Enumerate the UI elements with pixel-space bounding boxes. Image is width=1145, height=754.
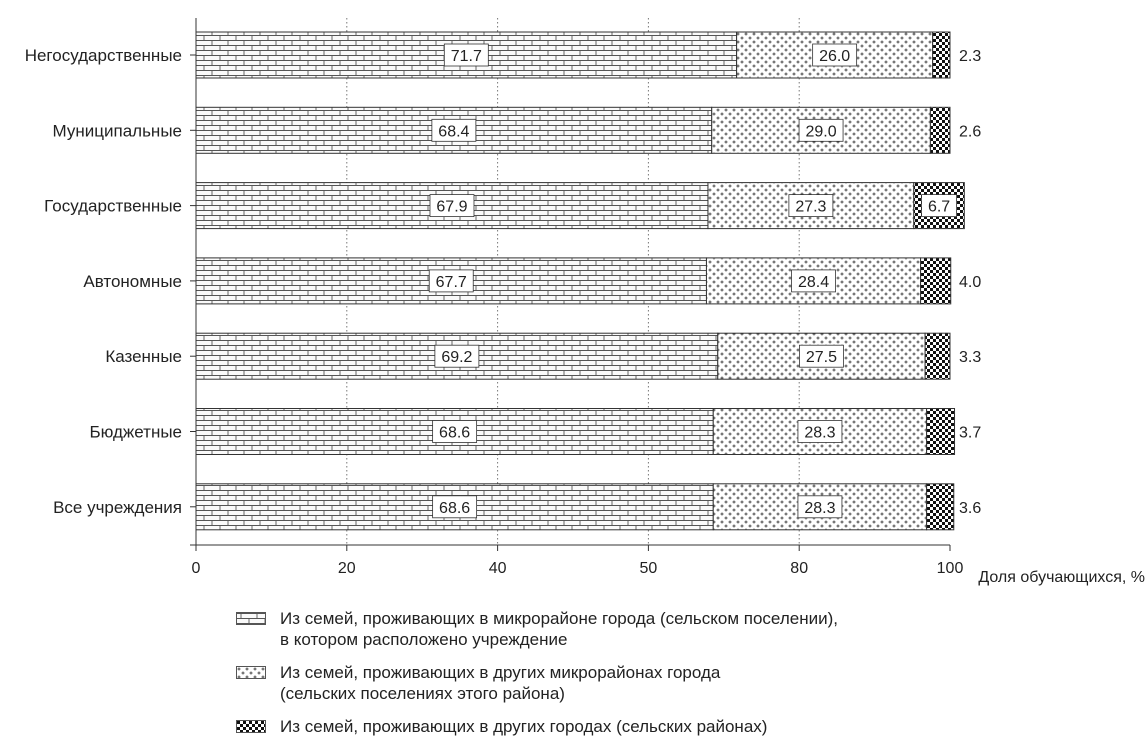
data-label: 68.4 <box>438 123 469 140</box>
legend-label-line: Из семей, проживающих в других микрорайо… <box>280 663 721 682</box>
legend-swatch-brick <box>236 612 266 625</box>
category-label: Все учреждения <box>53 498 182 517</box>
bar-segment <box>920 257 952 305</box>
category-label: Казенные <box>105 347 182 366</box>
data-label-box <box>429 194 475 218</box>
legend-swatch-checker <box>236 720 266 733</box>
data-label-box <box>797 495 843 519</box>
data-label-box <box>428 269 474 293</box>
data-label-box <box>443 43 489 67</box>
x-tick-label: 100 <box>937 560 964 577</box>
data-label: 28.3 <box>804 500 835 517</box>
data-label-box <box>798 118 844 142</box>
data-label: 4.0 <box>959 274 981 291</box>
data-label: 27.5 <box>806 349 837 366</box>
legend-label-line: Из семей, проживающих в микрорайоне горо… <box>280 609 838 628</box>
x-tick-label: 80 <box>790 560 808 577</box>
bar-segment <box>932 31 951 79</box>
data-label: 69.2 <box>441 349 472 366</box>
legend-label: Из семей, проживающих в других городах (… <box>280 716 767 737</box>
bar-segment <box>929 106 951 154</box>
data-label-box <box>812 43 858 67</box>
bar-segment <box>924 332 951 380</box>
category-label: Бюджетные <box>89 423 182 442</box>
legend: Из семей, проживающих в микрорайоне горо… <box>236 608 838 749</box>
legend-label-line: Из семей, проживающих в других городах (… <box>280 717 768 736</box>
category-label: Негосударственные <box>25 46 182 65</box>
data-label: 67.9 <box>436 199 467 216</box>
data-label: 2.3 <box>959 48 981 65</box>
x-tick-label: 20 <box>338 560 356 577</box>
axes: 0 20 40 50 80 100 <box>190 18 963 577</box>
data-label: 28.4 <box>798 274 829 291</box>
data-label-box <box>432 495 478 519</box>
category-label: Автономные <box>83 272 182 291</box>
bar-segment <box>926 408 956 455</box>
data-label: 68.6 <box>439 500 470 517</box>
bars <box>195 31 965 531</box>
data-label-box <box>434 344 480 368</box>
x-axis-title: Доля обучающихся, % <box>978 569 1145 586</box>
data-label: 26.0 <box>819 48 850 65</box>
data-label-box <box>797 420 843 443</box>
legend-swatch-cross <box>236 666 266 679</box>
x-tick-label: 0 <box>192 560 201 577</box>
legend-item: Из семей, проживающих в других городах (… <box>236 716 838 737</box>
legend-label-line: (сельских поселениях этого района) <box>280 684 565 703</box>
legend-label: Из семей, проживающих в других микрорайо… <box>280 662 720 704</box>
legend-label: Из семей, проживающих в микрорайоне горо… <box>280 608 838 650</box>
stacked-bar-chart: 0 20 40 50 80 100 Негосударственные 71.7 26.0 2.… <box>25 18 1145 586</box>
legend-item: Из семей, проживающих в других микрорайо… <box>236 662 838 704</box>
legend-label-line: в котором расположено учреждение <box>280 630 568 649</box>
data-label: 68.6 <box>439 425 470 442</box>
data-label-box <box>799 344 844 368</box>
data-label-box <box>432 420 478 443</box>
x-tick-label: 40 <box>489 560 507 577</box>
data-label: 28.3 <box>804 425 835 442</box>
data-label-box <box>921 194 957 218</box>
data-label: 2.6 <box>959 123 981 140</box>
bar-segment <box>926 483 955 531</box>
data-label-box <box>788 194 834 218</box>
data-label-box <box>431 118 477 142</box>
legend-item: Из семей, проживающих в микрорайоне горо… <box>236 608 838 650</box>
data-label: 67.7 <box>436 274 467 291</box>
data-label: 6.7 <box>928 199 950 216</box>
category-label: Государственные <box>44 197 182 216</box>
data-label: 29.0 <box>805 123 836 140</box>
data-label: 3.6 <box>959 500 981 517</box>
category-label: Муниципальные <box>53 121 182 140</box>
x-tick-label: 50 <box>640 560 658 577</box>
data-labels: Негосударственные 71.7 26.0 2.3 Муниципальны… <box>25 43 981 519</box>
data-label-box <box>791 269 836 293</box>
data-label: 3.3 <box>959 349 981 366</box>
data-label: 71.7 <box>451 48 482 65</box>
data-label: 3.7 <box>959 425 981 442</box>
data-label: 27.3 <box>795 199 826 216</box>
